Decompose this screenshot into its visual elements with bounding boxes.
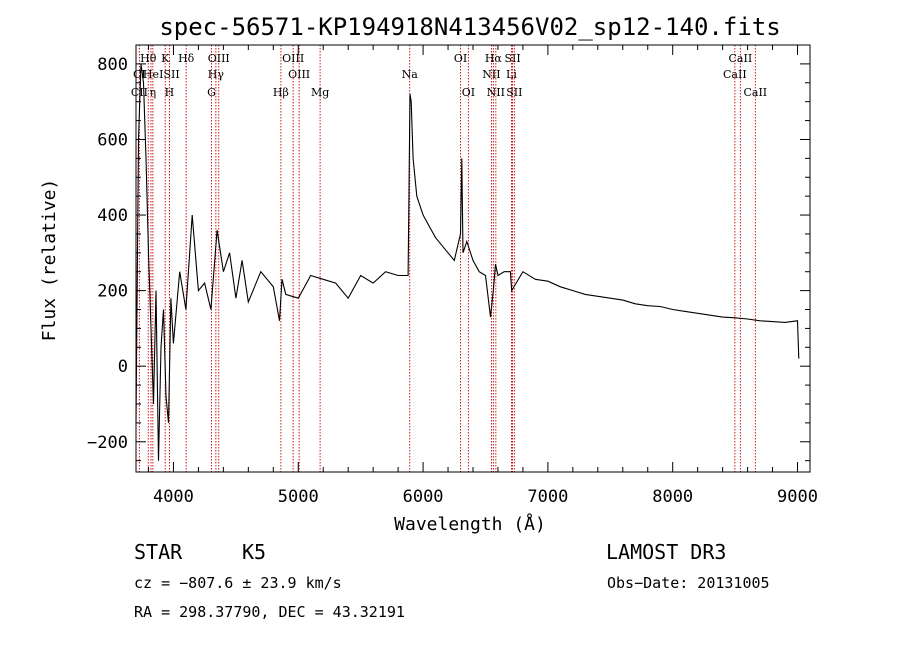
y-tick-label: 600 [97, 130, 128, 150]
spectral-line-label: OIII [288, 68, 310, 81]
spectrum-chart: spec-56571-KP194918N413456V02_sp12-140.f… [39, 13, 818, 535]
y-tick-label: 400 [97, 206, 128, 226]
spectral-line-label: NII [482, 68, 500, 81]
spectral-line-label: CaII [723, 68, 747, 81]
spectral-line-label: He [143, 68, 159, 81]
spectral-line-label: H [165, 86, 175, 99]
x-tick-label: 9000 [777, 487, 818, 507]
x-tick-label: 8000 [652, 487, 693, 507]
x-tick-label: 7000 [527, 487, 568, 507]
survey-name: LAMOST DR3 [606, 540, 727, 564]
spectral-line-label: Na [402, 68, 419, 81]
x-axis-label: Wavelength (Å) [394, 513, 546, 535]
spectral-subclass: K5 [242, 540, 267, 564]
x-axis-ticks: 4000 5000 6000 7000 8000 9000 [147, 45, 818, 507]
spectral-line-label: ISII [159, 68, 180, 81]
y-axis-ticks: −200 0 200 400 600 800 [87, 44, 810, 462]
chart-title: spec-56571-KP194918N413456V02_sp12-140.f… [159, 13, 780, 41]
spectral-line-label: OIII [282, 52, 304, 65]
flux-series-line [135, 63, 800, 461]
spectral-line-markers [138, 45, 756, 472]
spectral-line-label: Hδ [178, 52, 195, 65]
spectral-line-label: SII [504, 52, 520, 65]
spectral-line-label: η [150, 86, 157, 99]
ra-dec-coordinates: RA = 298.37790, DEC = 43.32191 [134, 603, 405, 621]
object-type: STAR [134, 540, 183, 564]
x-tick-label: 4000 [153, 487, 194, 507]
x-tick-label: 5000 [278, 487, 319, 507]
spectral-line-label: SII [506, 86, 522, 99]
redshift-cz: cz = −807.6 ± 23.9 km/s [134, 574, 342, 592]
spectral-line-label: G [207, 86, 216, 99]
spectral-line-label: Hβ [273, 86, 289, 99]
spectral-line-label: Li [506, 68, 517, 81]
spectral-line-label: Hγ [208, 68, 225, 81]
spectral-line-label: OI [454, 52, 467, 65]
spectral-line-label: Mg [311, 86, 329, 99]
spectral-line-label: CaII [729, 52, 753, 65]
spectral-line-label: Hα [485, 52, 503, 65]
plot-frame [135, 44, 811, 473]
y-axis-label: Flux (relative) [39, 179, 60, 342]
y-tick-label: 200 [97, 282, 128, 302]
spectral-line-label: Hθ [140, 52, 157, 65]
spectral-line-label: OIII [208, 52, 230, 65]
spectral-line-label: K [161, 52, 170, 65]
spectral-line-label: NII [487, 86, 505, 99]
y-tick-label: 800 [97, 55, 128, 75]
spectral-line-label: CaII [743, 86, 767, 99]
x-tick-label: 6000 [403, 487, 444, 507]
observation-date: Obs−Date: 20131005 [607, 574, 770, 592]
y-tick-label: −200 [87, 433, 128, 453]
spectral-line-label: OI [462, 86, 475, 99]
y-tick-label: 0 [118, 357, 128, 377]
